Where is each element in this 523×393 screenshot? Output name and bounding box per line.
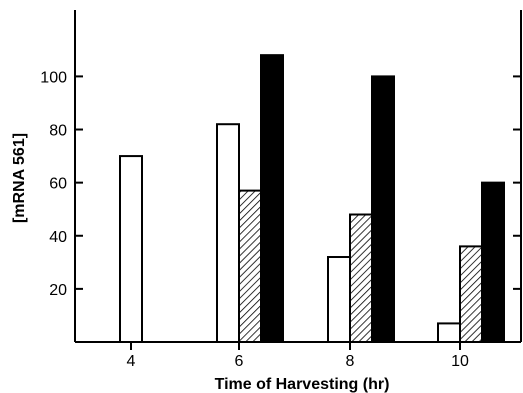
bars (119, 54, 505, 344)
y-tick-label: 20 (49, 282, 67, 299)
y-tick-label: 80 (49, 123, 67, 140)
y-tick-label: 100 (40, 69, 67, 86)
bar-black-10 (481, 181, 505, 343)
bar-hatched-6 (238, 189, 262, 343)
y-tick-label: 40 (49, 229, 67, 246)
bar-hatched-8 (349, 213, 373, 343)
y-ticks: 20 40 60 80 100 (40, 69, 521, 299)
bar-white-8 (327, 256, 351, 343)
bar-hatched-10 (459, 245, 483, 343)
x-tick-label: 6 (235, 353, 244, 370)
x-tick-label: 4 (127, 353, 136, 370)
bar-white-4 (119, 155, 143, 343)
x-axis-title: Time of Harvesting (hr) (215, 376, 390, 393)
y-axis-title: [mRNA 561] (11, 133, 28, 223)
bar-white-10 (437, 322, 461, 343)
x-tick-label: 10 (451, 353, 469, 370)
y-tick-label: 60 (49, 176, 67, 193)
bar-black-6 (260, 54, 284, 343)
bar-black-8 (371, 75, 395, 344)
x-ticks: 4 6 8 10 (127, 342, 469, 370)
x-tick-label: 8 (346, 353, 355, 370)
bar-white-6 (216, 123, 240, 344)
